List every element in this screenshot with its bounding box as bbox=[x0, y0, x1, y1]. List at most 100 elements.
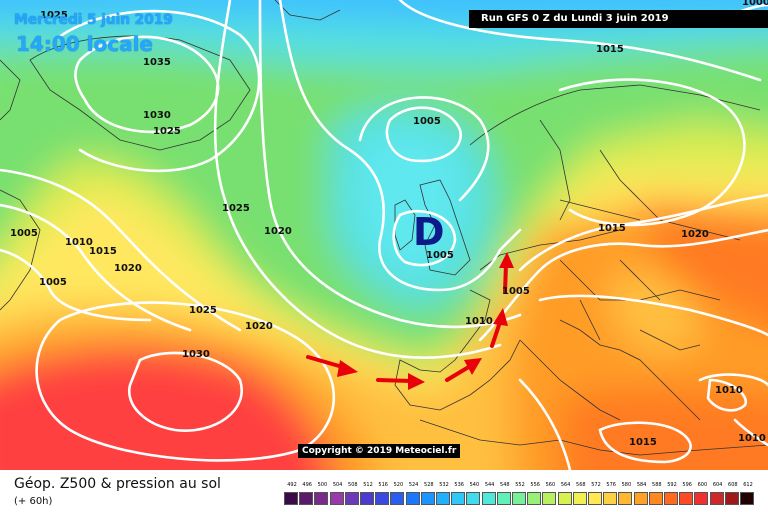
isobar-label-1015: 1015 bbox=[596, 44, 624, 55]
legend-label: 524 bbox=[408, 482, 419, 488]
legend-label: 536 bbox=[454, 482, 464, 488]
legend-swatch bbox=[436, 492, 450, 505]
isobar-label-1010: 1010 bbox=[738, 433, 766, 444]
legend-item: 572 bbox=[588, 480, 604, 506]
legend-item: 508 bbox=[344, 480, 361, 506]
legend-item: 604 bbox=[709, 480, 726, 506]
legend-label: 568 bbox=[576, 482, 586, 488]
legend-label: 588 bbox=[652, 482, 662, 488]
legend-swatch bbox=[420, 492, 435, 505]
legend-label: 584 bbox=[636, 482, 647, 488]
legend-item: 532 bbox=[436, 480, 452, 506]
isobar-label-1005: 1005 bbox=[39, 277, 67, 288]
legend-swatch bbox=[618, 492, 633, 505]
legend-label: 608 bbox=[728, 482, 738, 488]
legend-swatch bbox=[375, 492, 390, 505]
legend-label: 544 bbox=[484, 482, 495, 488]
run-info-label: Run GFS 0 Z du Lundi 3 juin 2019 bbox=[481, 13, 669, 24]
legend-swatch bbox=[512, 492, 526, 505]
legend-label: 560 bbox=[545, 482, 556, 488]
legend-swatch bbox=[314, 492, 329, 505]
arrow-biscay bbox=[376, 373, 425, 390]
legend-item: 556 bbox=[527, 480, 543, 506]
isobar-label-1015: 1015 bbox=[598, 223, 626, 234]
isobar-label-1005: 1005 bbox=[502, 286, 530, 297]
legend-swatch bbox=[466, 492, 481, 505]
legend-swatch bbox=[284, 492, 298, 505]
legend-label: 504 bbox=[332, 482, 343, 488]
legend-item: 612 bbox=[740, 480, 756, 506]
legend-item: 592 bbox=[664, 480, 680, 506]
legend-swatch bbox=[329, 492, 344, 505]
forecast-hours: (+ 60h) bbox=[14, 496, 53, 507]
arrow-france-south bbox=[445, 358, 482, 382]
legend-swatch bbox=[557, 492, 572, 505]
legend-swatch bbox=[633, 492, 648, 505]
legend-item: 600 bbox=[694, 480, 710, 506]
isobar-label-1005: 1005 bbox=[10, 228, 38, 239]
legend-swatch bbox=[572, 492, 587, 505]
forecast-map: 1025 1035 1030 1025 1015 1005 1025 1020 1005 1010… bbox=[0, 0, 768, 470]
legend-swatch bbox=[648, 492, 663, 505]
legend-label: 540 bbox=[469, 482, 480, 488]
legend-item: 520 bbox=[390, 480, 406, 506]
map-canvas bbox=[0, 0, 768, 470]
isobar-label-1035: 1035 bbox=[143, 57, 171, 68]
copyright-notice: Copyright © 2019 Meteociel.fr bbox=[298, 444, 461, 458]
legend-item: 496 bbox=[299, 480, 315, 506]
legend-item: 548 bbox=[496, 480, 513, 506]
legend-item: 492 bbox=[284, 480, 300, 506]
z500-color-field bbox=[0, 0, 768, 470]
forecast-time: 14:00 locale bbox=[16, 32, 153, 56]
isobar-label-1005: 1005 bbox=[426, 250, 454, 261]
flow-arrows bbox=[306, 252, 514, 390]
legend-item: 540 bbox=[466, 480, 482, 506]
legend-label: 532 bbox=[439, 482, 449, 488]
legend-item: 552 bbox=[512, 480, 528, 506]
legend-label: 612 bbox=[743, 482, 753, 488]
legend-label: 604 bbox=[712, 482, 723, 488]
legend-swatch bbox=[344, 492, 359, 505]
arrow-channel bbox=[499, 252, 514, 294]
isobar-label-1005: 1005 bbox=[413, 116, 441, 127]
isobar-label-1030: 1030 bbox=[182, 349, 210, 360]
isobar-label-1025: 1025 bbox=[40, 10, 68, 21]
isobar-label-1025: 1025 bbox=[189, 305, 217, 316]
isobar-label-1010: 1010 bbox=[715, 385, 743, 396]
forecast-date: Mercredi 5 juin 2019 bbox=[14, 12, 173, 28]
isobar-label-1025: 1025 bbox=[222, 203, 250, 214]
legend-item: 516 bbox=[375, 480, 391, 506]
legend-swatch bbox=[709, 492, 724, 505]
legend-swatch bbox=[542, 492, 557, 505]
legend-swatch bbox=[451, 492, 466, 505]
map-title: Géop. Z500 & pression au sol bbox=[14, 476, 221, 492]
legend-label: 492 bbox=[287, 482, 297, 488]
legend-swatch bbox=[588, 492, 602, 505]
legend-item: 576 bbox=[603, 480, 619, 506]
legend-swatch bbox=[679, 492, 694, 505]
legend-item: 536 bbox=[451, 480, 467, 506]
legend-item: 568 bbox=[572, 480, 589, 506]
legend-label: 600 bbox=[697, 482, 708, 488]
legend-label: 548 bbox=[500, 482, 510, 488]
isobar-label-1020: 1020 bbox=[245, 321, 273, 332]
legend-swatch bbox=[527, 492, 542, 505]
legend-label: 512 bbox=[363, 482, 373, 488]
legend-label: 596 bbox=[682, 482, 692, 488]
low-pressure-marker: D bbox=[413, 210, 445, 254]
legend-swatch bbox=[360, 492, 374, 505]
legend-item: 564 bbox=[557, 480, 574, 506]
isobar-label-1015: 1015 bbox=[629, 437, 657, 448]
legend-item: 504 bbox=[329, 480, 346, 506]
legend-swatch bbox=[496, 492, 511, 505]
legend-label: 564 bbox=[560, 482, 571, 488]
isobar-label-1010: 1010 bbox=[65, 237, 93, 248]
legend-item: 560 bbox=[542, 480, 558, 506]
isobar-label-1020: 1020 bbox=[114, 263, 142, 274]
isobars bbox=[0, 0, 768, 470]
legend-swatch bbox=[405, 492, 420, 505]
legend-label: 528 bbox=[424, 482, 434, 488]
legend-label: 520 bbox=[393, 482, 404, 488]
legend-swatch bbox=[740, 492, 754, 505]
legend-label: 496 bbox=[302, 482, 312, 488]
